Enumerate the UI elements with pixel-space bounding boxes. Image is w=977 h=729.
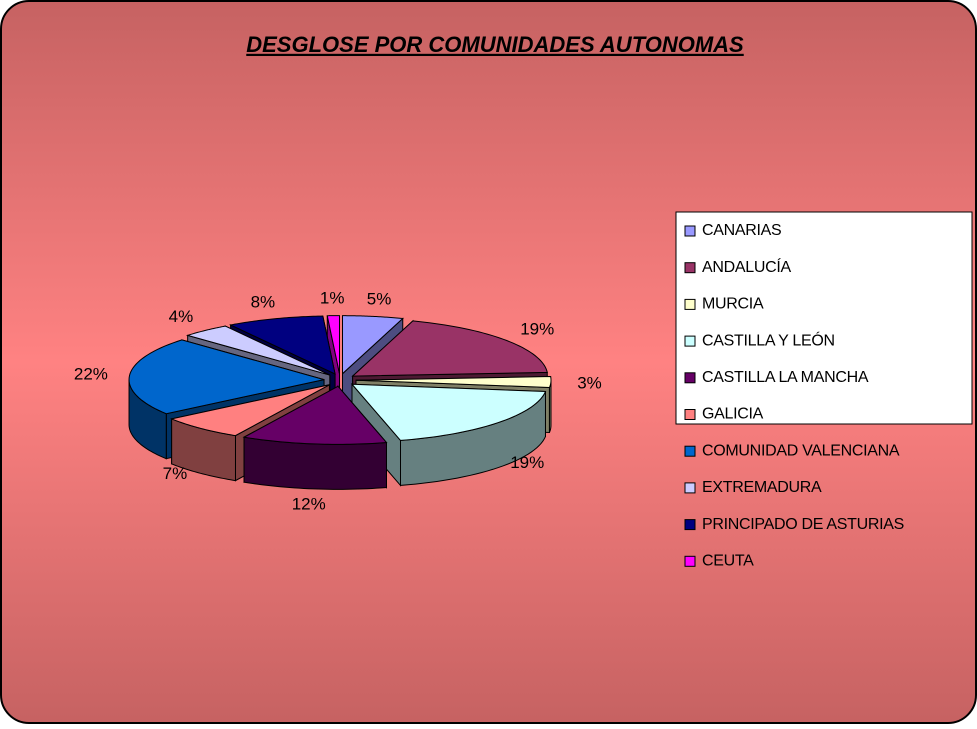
data-label: 1%	[320, 288, 345, 307]
legend-label: COMUNIDAD VALENCIANA	[702, 442, 900, 459]
legend-label: PRINCIPADO DE ASTURIAS	[702, 516, 904, 533]
legend-label: MURCIA	[702, 296, 764, 313]
slice	[169, 384, 330, 437]
legend-swatch	[684, 555, 696, 567]
legend-swatch	[684, 445, 696, 457]
data-label: 19%	[520, 320, 554, 339]
slice	[228, 315, 336, 375]
data-label: 22%	[74, 364, 108, 383]
legend-swatch	[684, 519, 696, 531]
slice	[242, 385, 388, 445]
legend-swatch	[684, 409, 696, 420]
legend-label: CEUTA	[702, 553, 754, 570]
slice-side	[548, 380, 552, 433]
legend-swatch	[684, 262, 696, 274]
legend-swatch	[684, 482, 696, 494]
slice	[350, 383, 547, 441]
legend-swatch	[684, 225, 696, 237]
legend	[675, 211, 973, 425]
data-label: 3%	[577, 373, 602, 392]
slice-side	[243, 436, 387, 490]
legend-label: CASTILLA LA MANCHA	[702, 369, 869, 386]
legend-swatch	[684, 372, 696, 384]
slice	[351, 320, 548, 377]
legend-label: CASTILLA Y LEÓN	[702, 330, 835, 349]
slice	[342, 315, 404, 375]
data-label: 19%	[510, 453, 544, 472]
data-label: 8%	[251, 292, 276, 311]
slice	[185, 325, 331, 376]
slice	[355, 376, 552, 388]
legend-label: CANARIAS	[702, 222, 781, 239]
data-label: 4%	[169, 307, 194, 326]
data-label: 7%	[163, 464, 188, 483]
chart-title: DESGLOSE POR COMUNIDADES AUTONOMAS	[246, 32, 744, 57]
slice	[326, 315, 340, 374]
data-label: 12%	[292, 495, 326, 514]
legend-swatch	[684, 298, 696, 310]
data-label: 5%	[367, 289, 392, 308]
legend-label: ANDALUCÍA	[702, 257, 792, 276]
legend-swatch	[684, 335, 696, 347]
slice	[128, 339, 325, 415]
legend-label: EXTREMADURA	[702, 479, 822, 496]
legend-label: GALICIA	[702, 406, 764, 423]
